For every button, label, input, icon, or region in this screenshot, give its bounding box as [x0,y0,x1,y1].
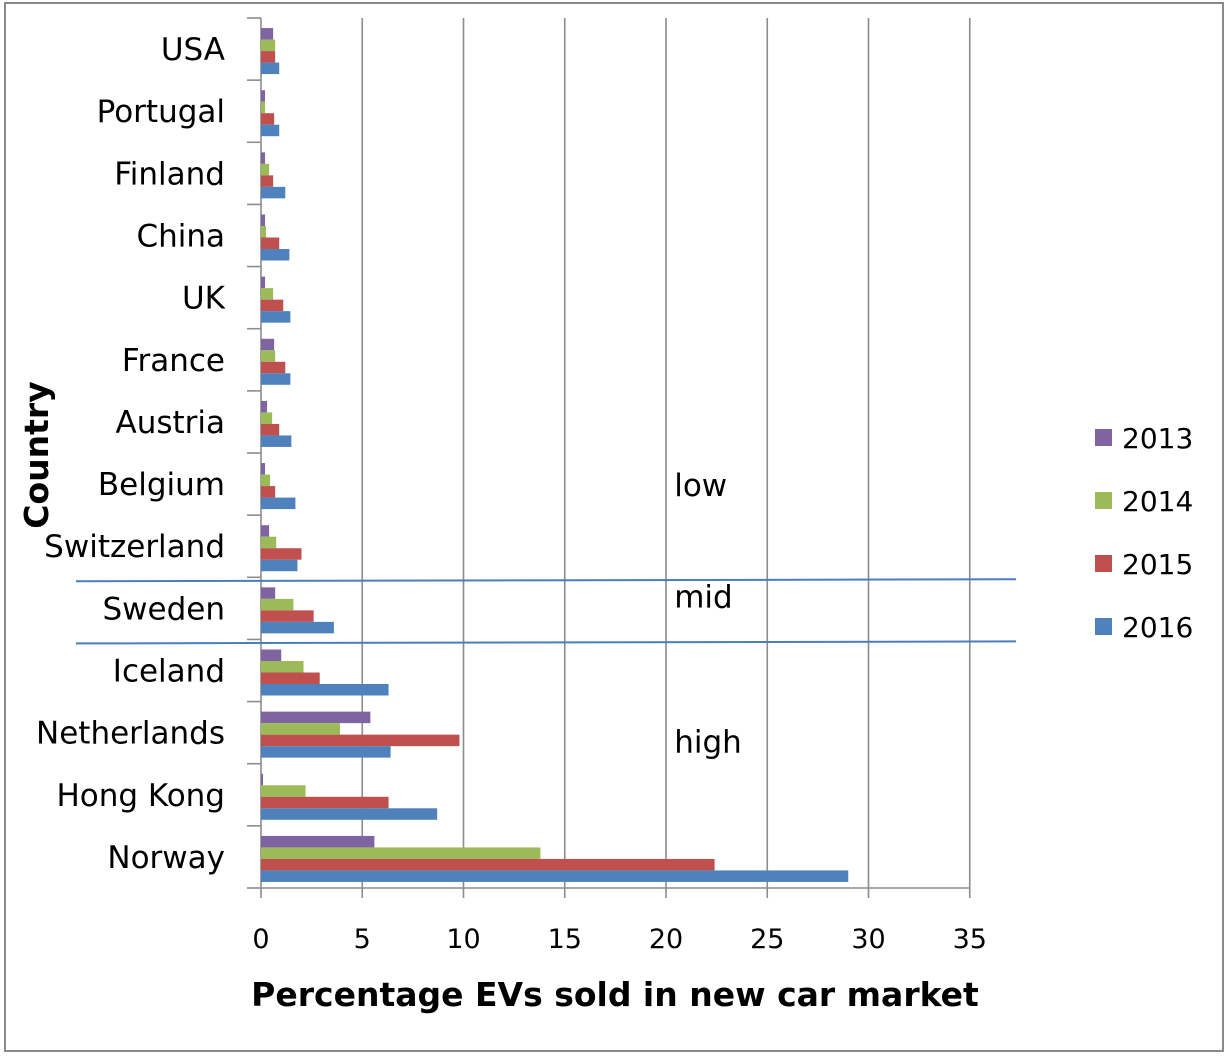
y-axis-title: Country [17,381,56,528]
legend-swatch-2015 [1095,555,1112,572]
x-axis-title: Percentage EVs sold in new car market [251,975,979,1014]
bar-netherlands-2016 [261,746,391,758]
divider-line-1 [75,578,1017,583]
bar-austria-2015 [261,423,280,436]
x-tick-label-25: 25 [750,924,784,955]
bar-china-2014 [261,226,267,238]
bar-belgium-2016 [261,497,296,510]
bar-norway-2016 [261,870,849,882]
x-tick-label-10: 10 [446,924,480,955]
category-label-belgium: Belgium [98,467,225,503]
category-label-uk: UK [182,281,226,317]
bar-iceland-2016 [261,684,389,696]
bar-sweden-2013 [261,587,276,599]
bar-china-2013 [261,214,266,226]
x-tick-label-30: 30 [851,924,885,955]
bar-austria-2013 [261,400,268,413]
bar-switzerland-2016 [261,559,298,572]
bar-hong-kong-2016 [261,808,438,820]
legend-label-2013: 2013 [1122,422,1193,455]
legend-label-2016: 2016 [1122,611,1193,644]
bar-uk-2016 [261,311,291,323]
bar-china-2016 [261,249,290,261]
bar-austria-2016 [261,435,292,447]
annotation-low: low [674,468,727,504]
x-tick-label-35: 35 [953,924,987,955]
category-label-hong-kong: Hong Kong [56,778,225,814]
bar-finland-2015 [261,175,274,187]
bar-portugal-2016 [261,124,280,137]
category-label-usa: USA [161,32,225,68]
bar-finland-2016 [261,186,286,199]
bar-finland-2014 [261,163,270,176]
category-label-finland: Finland [114,156,225,192]
category-label-switzerland: Switzerland [44,529,225,565]
category-label-france: France [122,343,225,379]
category-label-netherlands: Netherlands [36,716,225,752]
category-label-norway: Norway [107,840,225,876]
bar-belgium-2015 [261,486,276,498]
bar-switzerland-2013 [261,525,270,537]
category-label-china: China [136,219,225,255]
divider-line-2 [75,640,1017,645]
category-label-sweden: Sweden [102,591,225,627]
bar-france-2014 [261,350,276,362]
bar-belgium-2014 [261,474,271,487]
bar-norway-2013 [261,835,375,848]
bar-iceland-2014 [261,661,304,673]
bar-usa-2013 [261,28,274,40]
bar-france-2015 [261,361,286,374]
category-label-iceland: Iceland [113,654,225,690]
bar-usa-2016 [261,62,280,75]
annotation-mid: mid [674,579,733,615]
bar-hong-kong-2014 [261,785,306,797]
bar-portugal-2013 [261,90,266,102]
bar-uk-2015 [261,299,284,312]
bar-sweden-2016 [261,621,334,634]
category-label-portugal: Portugal [97,94,225,130]
x-tick-label-5: 5 [354,924,371,955]
bar-norway-2014 [261,847,541,859]
bar-switzerland-2014 [261,536,277,549]
bar-china-2015 [261,237,280,249]
bar-sweden-2014 [261,598,294,611]
bar-iceland-2013 [261,649,282,661]
legend-swatch-2016 [1095,618,1112,635]
bar-france-2016 [261,373,291,385]
bar-hong-kong-2015 [261,796,389,809]
bar-hong-kong-2013 [261,773,264,786]
bar-netherlands-2015 [261,734,460,747]
bar-france-2013 [261,338,275,351]
bar-portugal-2014 [261,101,266,114]
bar-uk-2013 [261,276,266,289]
legend-label-2015: 2015 [1122,548,1193,581]
bar-austria-2014 [261,412,273,424]
legend-swatch-2014 [1095,492,1112,509]
x-tick-label-15: 15 [548,924,582,955]
bar-usa-2015 [261,51,276,63]
bar-norway-2015 [261,858,715,871]
bar-usa-2014 [261,39,276,52]
legend-swatch-2013 [1095,429,1112,446]
bar-iceland-2015 [261,672,320,684]
annotation-high: high [674,725,742,761]
legend-label-2014: 2014 [1122,485,1193,518]
category-label-austria: Austria [115,405,225,441]
bar-uk-2014 [261,288,274,300]
bar-switzerland-2015 [261,548,302,560]
x-tick-label-0: 0 [252,924,269,955]
bar-belgium-2013 [261,463,266,475]
x-tick-label-20: 20 [649,924,683,955]
bar-netherlands-2014 [261,723,340,735]
bar-netherlands-2013 [261,711,371,724]
bar-finland-2013 [261,152,266,164]
bar-sweden-2015 [261,610,314,622]
bar-portugal-2015 [261,113,275,125]
